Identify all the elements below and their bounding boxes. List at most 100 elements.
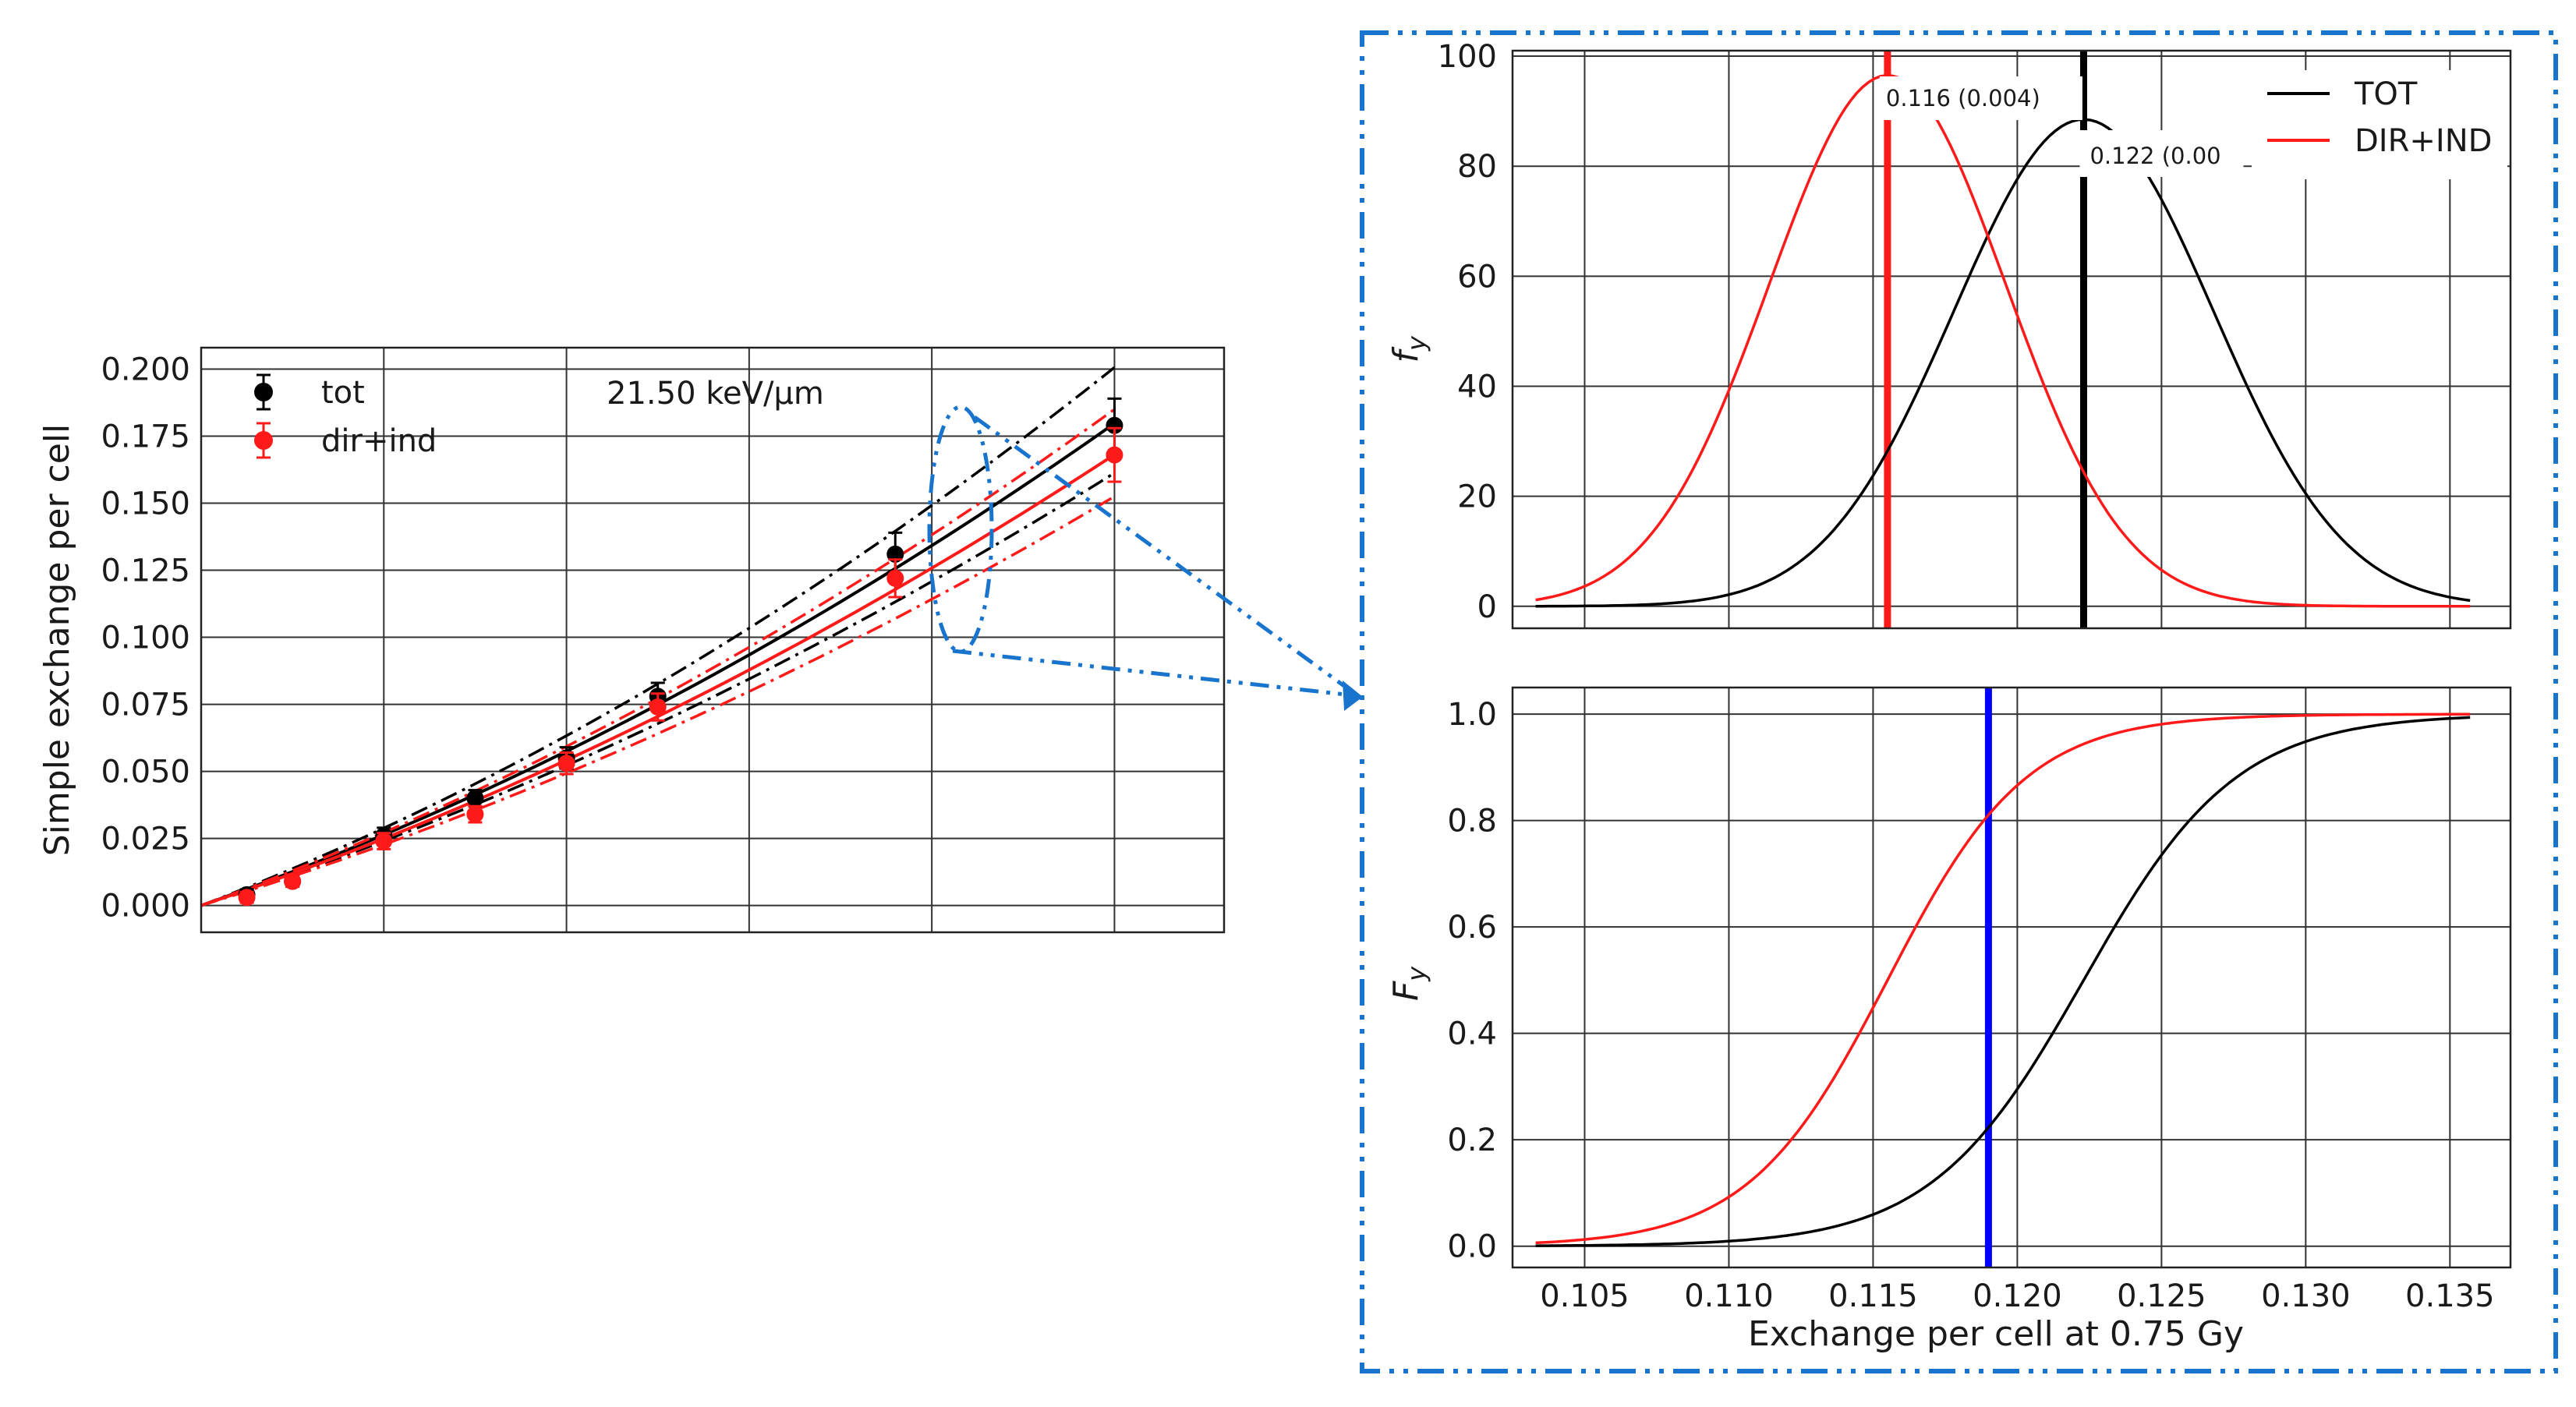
rb-ytick-label-5: 1.0 — [1447, 697, 1497, 733]
rt-ytick-label-3: 60 — [1457, 259, 1497, 295]
left-ytick-label-2: 0.050 — [101, 755, 190, 790]
legend-marker-tot — [254, 373, 273, 411]
right-bottom-x-ticks: 0.105 0.110 0.115 0.120 0.125 0.130 0.135 — [1540, 1278, 2494, 1314]
rt-ytick-label-4: 80 — [1457, 149, 1497, 185]
data-point-dir-ind-4 — [557, 751, 575, 776]
pdf-curve-tot — [1535, 118, 2471, 608]
marker-dir-ind-5 — [649, 698, 667, 716]
left-legend: tot dir+ind — [254, 373, 437, 459]
data-point-dir-ind-3 — [466, 804, 484, 824]
left-plot-frame — [200, 346, 1226, 934]
data-point-dir-ind-7 — [1106, 426, 1123, 483]
right-top-y-axis-label: fy — [1386, 335, 1431, 363]
legend-label-dir-ind: dir+ind — [321, 423, 437, 459]
annotation-tot-mean: 0.122 (0.00 — [2079, 130, 2244, 177]
rt-ytick-label-1: 20 — [1457, 479, 1497, 515]
right-top-mean-markers — [1884, 51, 2087, 628]
fit-lower-dir-ind — [200, 495, 1116, 907]
left-y-ticks: 0.000 0.025 0.050 0.075 0.100 0.125 0.150 0.175… — [101, 352, 190, 924]
right-bottom-chart: 0.00.20.40.60.81.0 0.105 0.110 0.115 0.120 0… — [1386, 686, 2512, 1354]
zoom-connector-bottom — [952, 649, 1353, 698]
zoom-panel-border — [1360, 30, 2558, 1373]
legend-dot-tot — [254, 383, 273, 401]
left-chart: 0.000 0.025 0.050 0.075 0.100 0.125 0.150 0.175… — [37, 346, 1226, 934]
marker-dir-ind-2 — [375, 833, 393, 850]
right-top-legend-box — [2252, 70, 2507, 179]
marker-dir-ind-3 — [466, 805, 484, 823]
data-point-dir-ind-1 — [284, 872, 302, 890]
right-bottom-plot-frame — [1511, 686, 2512, 1269]
data-point-dir-ind-6 — [886, 558, 904, 599]
data-point-tot-3 — [466, 789, 484, 808]
zoom-arrow-head — [1343, 681, 1363, 711]
legend-label-dir-ind-upper: DIR+IND — [2355, 123, 2492, 159]
rb-ytick-label-4: 0.8 — [1447, 804, 1497, 840]
marker-dir-ind-6 — [886, 569, 904, 587]
marker-tot-3 — [466, 789, 484, 807]
left-ytick-label-6: 0.150 — [101, 486, 190, 522]
rb-xtick-label-1: 0.110 — [1684, 1278, 1774, 1314]
left-ytick-label-0: 0.000 — [101, 889, 190, 924]
left-ytick-label-7: 0.175 — [101, 419, 190, 455]
left-let-annotation: 21.50 keV/µm — [607, 376, 824, 412]
left-ytick-label-8: 0.200 — [101, 352, 190, 388]
zoom-ellipse — [927, 405, 994, 654]
rb-xtick-label-6: 0.135 — [2405, 1278, 2495, 1314]
data-point-dir-ind-0 — [238, 889, 256, 907]
marker-dir-ind-4 — [557, 755, 575, 772]
left-grid — [201, 348, 1224, 932]
zoom-connector-top — [973, 415, 1354, 695]
right-bottom-grid — [1513, 688, 2511, 1267]
right-top-y-ticks: 0 20 40 60 80 100 — [1438, 39, 1497, 625]
cdf-curve-dir-ind — [1535, 712, 2471, 1245]
annotation-tot-box — [2079, 130, 2244, 177]
left-ytick-label-1: 0.025 — [101, 822, 190, 857]
data-point-dir-ind-5 — [649, 692, 667, 722]
legend-dot-dir-ind — [254, 431, 273, 450]
annotation-dir-ind-mean: 0.116 (0.004) — [1879, 76, 2082, 120]
annotation-tot-text: 0.122 (0.00 — [2089, 143, 2220, 169]
marker-dir-ind-0 — [238, 889, 256, 907]
left-ytick-label-4: 0.100 — [101, 620, 190, 656]
left-y-axis-label: Simple exchange per cell — [37, 424, 77, 857]
legend-marker-dir-ind — [254, 422, 273, 459]
legend-label-tot-upper: TOT — [2354, 76, 2418, 112]
fit-line-tot — [200, 422, 1116, 907]
annotation-dir-ind-text: 0.116 (0.004) — [1886, 85, 2040, 111]
left-data-points — [238, 397, 1123, 907]
rb-ytick-label-0: 0.0 — [1447, 1229, 1497, 1265]
fit-lower-tot — [200, 472, 1116, 907]
left-ytick-label-3: 0.075 — [101, 688, 190, 723]
rb-xtick-label-3: 0.120 — [1973, 1278, 2062, 1314]
right-bottom-y-axis-label: Fy — [1386, 966, 1431, 1001]
data-point-dir-ind-2 — [375, 832, 393, 850]
zoom-callout — [927, 30, 2558, 1373]
rb-ytick-label-3: 0.6 — [1447, 910, 1497, 946]
right-top-legend: TOT DIR+IND — [2252, 70, 2507, 179]
right-bottom-cdf-curves — [1535, 712, 2471, 1247]
rb-ytick-label-2: 0.4 — [1447, 1016, 1497, 1052]
pdf-curve-dir-ind — [1535, 74, 2471, 608]
left-ytick-label-5: 0.125 — [101, 553, 190, 589]
legend-label-tot: tot — [321, 375, 365, 411]
right-bottom-y-ticks: 0.0 0.2 0.4 0.6 0.8 1.0 — [1447, 697, 1497, 1265]
rb-xtick-label-0: 0.105 — [1540, 1278, 1629, 1314]
rb-xtick-label-2: 0.115 — [1828, 1278, 1918, 1314]
right-top-chart: 0 20 40 60 80 100 0.116 (0.004) 0.122 (0.00 T… — [1386, 39, 2512, 630]
rb-xtick-label-4: 0.125 — [2117, 1278, 2206, 1314]
fit-upper-dir-ind — [200, 408, 1116, 907]
right-top-plot-frame — [1511, 49, 2512, 630]
rt-ytick-label-5: 100 — [1438, 39, 1497, 75]
rb-xtick-label-5: 0.130 — [2261, 1278, 2351, 1314]
right-bottom-x-axis-label: Exchange per cell at 0.75 Gy — [1748, 1314, 2244, 1354]
right-top-grid — [1513, 51, 2511, 628]
rt-ytick-label-2: 40 — [1457, 369, 1497, 405]
annotation-dir-ind-box — [1879, 76, 2082, 120]
marker-dir-ind-1 — [284, 872, 302, 890]
rt-ytick-label-0: 0 — [1477, 589, 1497, 625]
right-top-pdf-curves — [1535, 74, 2471, 608]
marker-dir-ind-7 — [1106, 446, 1123, 464]
cdf-curve-tot — [1535, 716, 2471, 1247]
marker-tot-7 — [1106, 416, 1123, 434]
